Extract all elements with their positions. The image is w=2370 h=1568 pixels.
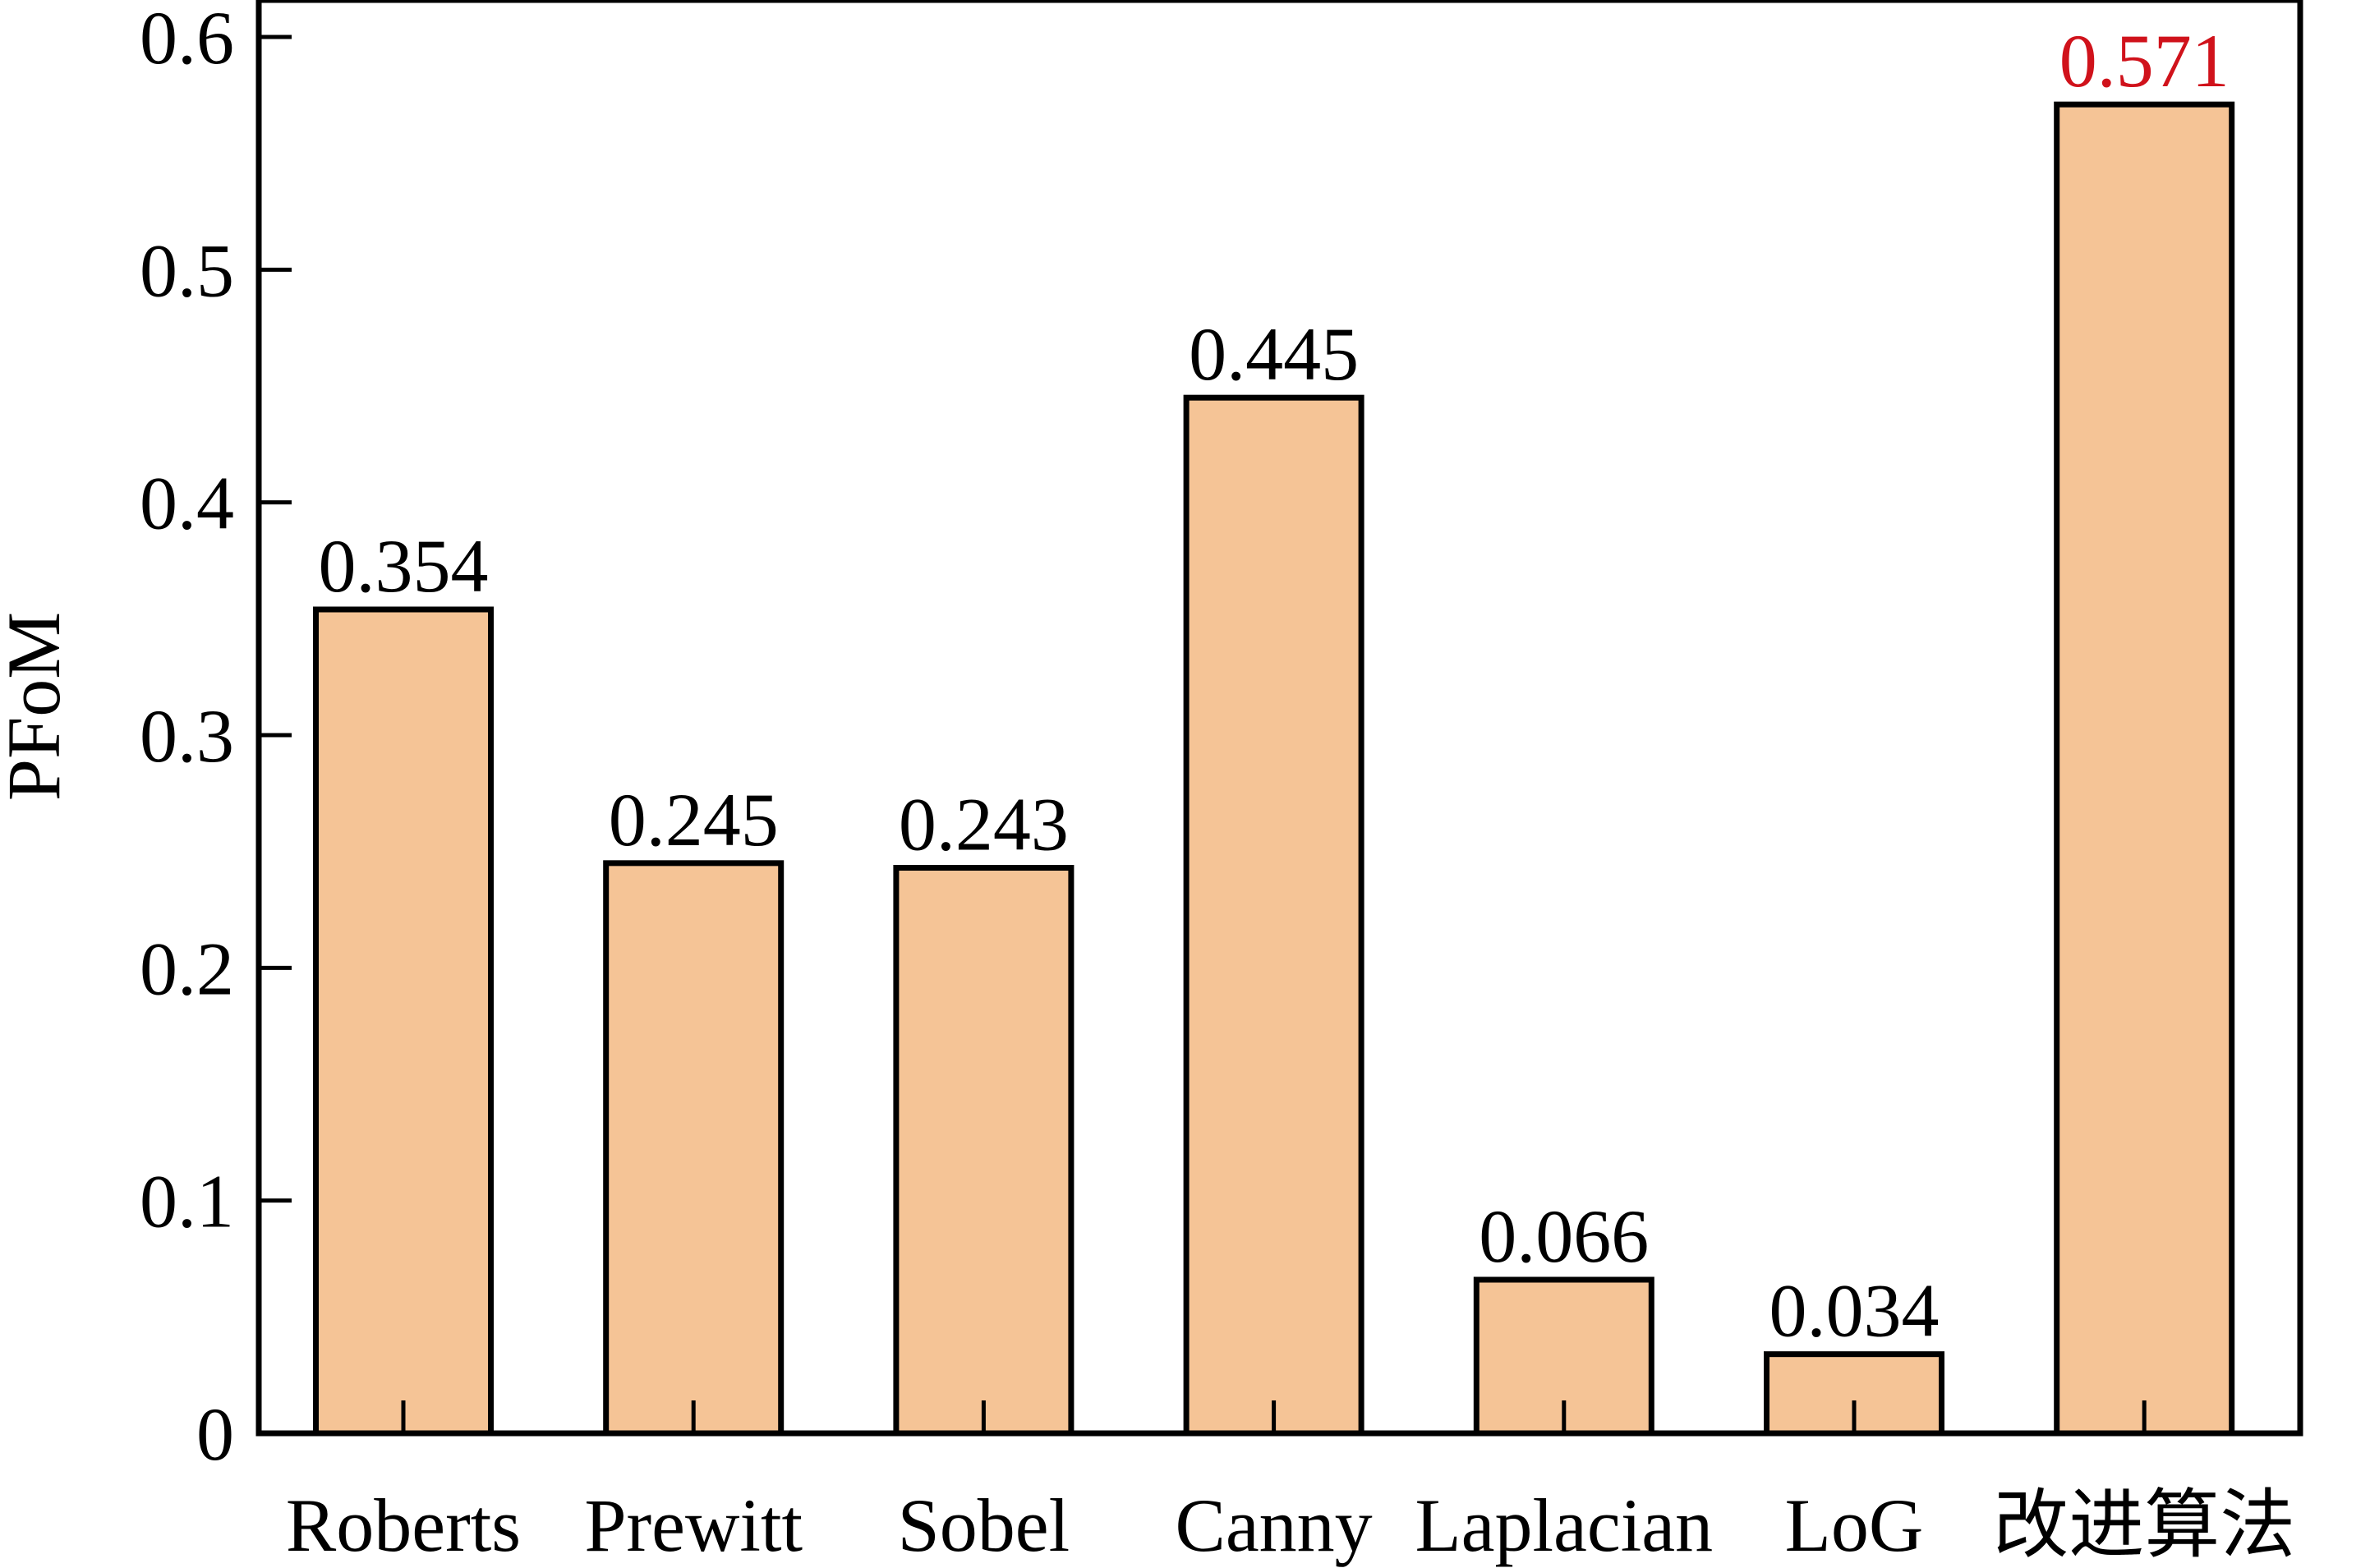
y-tick-label-1: 0.1 [140,1160,234,1244]
data-label-4: 0.066 [1479,1194,1649,1278]
bar-0 [313,606,494,1437]
data-label-1: 0.245 [609,778,779,862]
y-tick-label-6: 0.6 [140,0,234,80]
data-label-5: 0.034 [1769,1269,1940,1353]
y-axis-tick-labels: 0 0.1 0.2 0.3 0.4 0.5 0.6 [140,0,234,1476]
plot-frame [255,0,2303,1437]
x-tick-label-5: LoG [1785,1483,1924,1567]
bar-3 [1183,394,1364,1437]
y-axis-title: PFoM [0,612,76,801]
x-tick-label-3: Canny [1175,1483,1372,1567]
x-ticks-group [401,1400,2147,1433]
bar-6 [2054,101,2235,1437]
bars-group [313,101,2235,1437]
bar-2 [893,865,1075,1437]
y-tick-label-3: 0.3 [140,694,234,778]
x-tick-label-2: Sobel [898,1483,1070,1567]
x-tick-label-1: Prewitt [584,1483,803,1567]
y-tick-label-5: 0.5 [140,228,234,312]
y-tick-label-2: 0.2 [140,927,234,1010]
bar-1 [603,860,785,1437]
y-axis-ticks [259,34,292,1436]
x-tick-label-4: Laplacian [1415,1483,1713,1567]
data-labels: 0.354 0.245 0.243 0.445 0.066 0.034 0.571 [319,19,2230,1353]
x-axis-category-labels: Roberts Prewitt Sobel Canny Laplacian LoG 改进算法 [286,1483,2295,1567]
data-label-2: 0.243 [899,783,1069,867]
data-label-6: 0.571 [2059,19,2230,103]
data-label-3: 0.445 [1189,312,1359,396]
data-label-0: 0.354 [319,524,489,608]
y-tick-label-0: 0 [196,1392,234,1476]
x-tick-label-0: Roberts [286,1483,521,1567]
y-tick-label-4: 0.4 [140,462,234,545]
x-tick-label-6: 改进算法 [1993,1483,2295,1567]
